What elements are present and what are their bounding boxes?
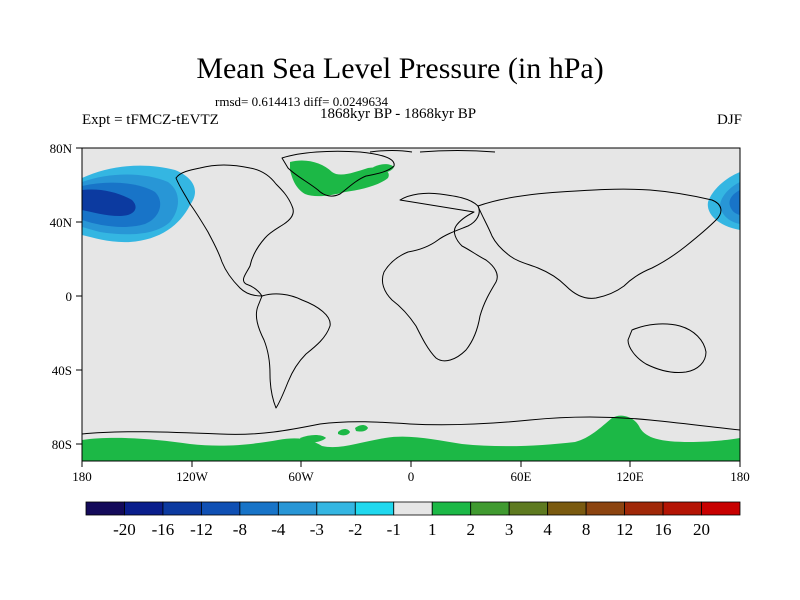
arctic-islands-coastline	[369, 150, 496, 153]
map-title: Mean Sea Level Pressure (in hPa)	[196, 52, 604, 85]
north-america-coastline	[175, 164, 294, 297]
weddell-positive-anomaly-1	[338, 429, 350, 436]
colorbar-label-10: 3	[505, 520, 514, 539]
colorbar-label-1: -16	[152, 520, 175, 539]
colorbar-label-13: 12	[616, 520, 633, 539]
north-pacific-low-west	[82, 165, 195, 243]
europe-africa-coastline	[381, 192, 498, 362]
south-america-coastline	[255, 293, 331, 409]
colorbar-label-5: -3	[310, 520, 324, 539]
colorbar-swatch-8	[393, 501, 433, 516]
lon-label-120e: 120E	[616, 469, 644, 484]
map-plot	[82, 148, 740, 461]
colorbar-label-11: 4	[543, 520, 552, 539]
antarctic-positive-anomaly	[82, 415, 740, 461]
lon-label-120w: 120W	[176, 469, 209, 484]
anomaly-contour-minus4-west	[82, 189, 136, 216]
colorbar-swatch-1	[124, 501, 164, 516]
coastlines	[82, 150, 740, 435]
experiment-label: Expt = tFMCZ-tEVTZ	[82, 112, 219, 128]
colorbar-swatch-15	[662, 501, 702, 516]
lat-label-0: 0	[66, 289, 73, 304]
colorbar-swatch-3	[201, 501, 241, 516]
lon-label-180w: 180	[72, 469, 92, 484]
lon-label-0: 0	[408, 469, 415, 484]
antarctic-peninsula-positive-anomaly	[300, 435, 326, 443]
colorbar-swatch-13	[585, 501, 625, 516]
colorbar-swatch-4	[239, 501, 279, 516]
colorbar-label-4: -4	[271, 520, 286, 539]
lon-label-60w: 60W	[288, 469, 314, 484]
colorbar-swatch-7	[354, 501, 395, 516]
lon-label-60e: 60E	[511, 469, 532, 484]
latitude-axis	[76, 147, 82, 445]
colorbar-swatch-9	[431, 501, 472, 516]
longitude-axis	[81, 461, 741, 467]
lat-label-40s: 40S	[52, 363, 72, 378]
colorbar-label-12: 8	[582, 520, 591, 539]
asia-coastline	[477, 188, 722, 299]
weddell-positive-anomaly-2	[355, 425, 368, 432]
colorbar-label-6: -2	[348, 520, 362, 539]
lon-label-180e: 180	[730, 469, 750, 484]
antarctica-coastline	[82, 416, 740, 435]
colorbar-label-14: 16	[655, 520, 672, 539]
colorbar-label-9: 2	[466, 520, 475, 539]
colorbar-label-8: 1	[428, 520, 437, 539]
lat-label-80s: 80S	[52, 437, 72, 452]
colorbar-swatch-2	[162, 501, 202, 516]
colorbar-label-2: -12	[190, 520, 213, 539]
colorbar: -20 -16 -12 -8 -4 -3 -2 -1 1 2 3 4 8 12 16 20	[85, 501, 741, 539]
lat-label-80n: 80N	[50, 141, 73, 156]
anomaly-contour-minus3-east	[729, 190, 740, 215]
australia-coastline	[627, 323, 707, 373]
colorbar-swatch-10	[470, 501, 510, 516]
period-text: 1868kyr BP - 1868kyr BP	[320, 106, 477, 122]
colorbar-swatch-6	[316, 501, 356, 516]
colorbar-swatch-12	[547, 501, 587, 516]
colorbar-label-0: -20	[113, 520, 136, 539]
greenland-coastline	[281, 150, 395, 197]
colorbar-label-3: -8	[233, 520, 247, 539]
colorbar-swatch-16	[701, 501, 741, 516]
colorbar-swatch-5	[277, 501, 318, 516]
colorbar-swatch-11	[508, 501, 549, 516]
stats-text: rmsd= 0.614413 diff= 0.0249634	[215, 94, 388, 109]
north-pacific-low-east	[707, 172, 740, 230]
iceland-sea-positive-anomaly	[372, 164, 394, 174]
colorbar-swatch-14	[624, 501, 664, 516]
season-label: DJF	[716, 112, 742, 128]
colorbar-swatch-0	[85, 501, 125, 516]
lat-label-40n: 40N	[50, 215, 73, 230]
colorbar-label-7: -1	[387, 520, 401, 539]
colorbar-label-15: 20	[693, 520, 710, 539]
